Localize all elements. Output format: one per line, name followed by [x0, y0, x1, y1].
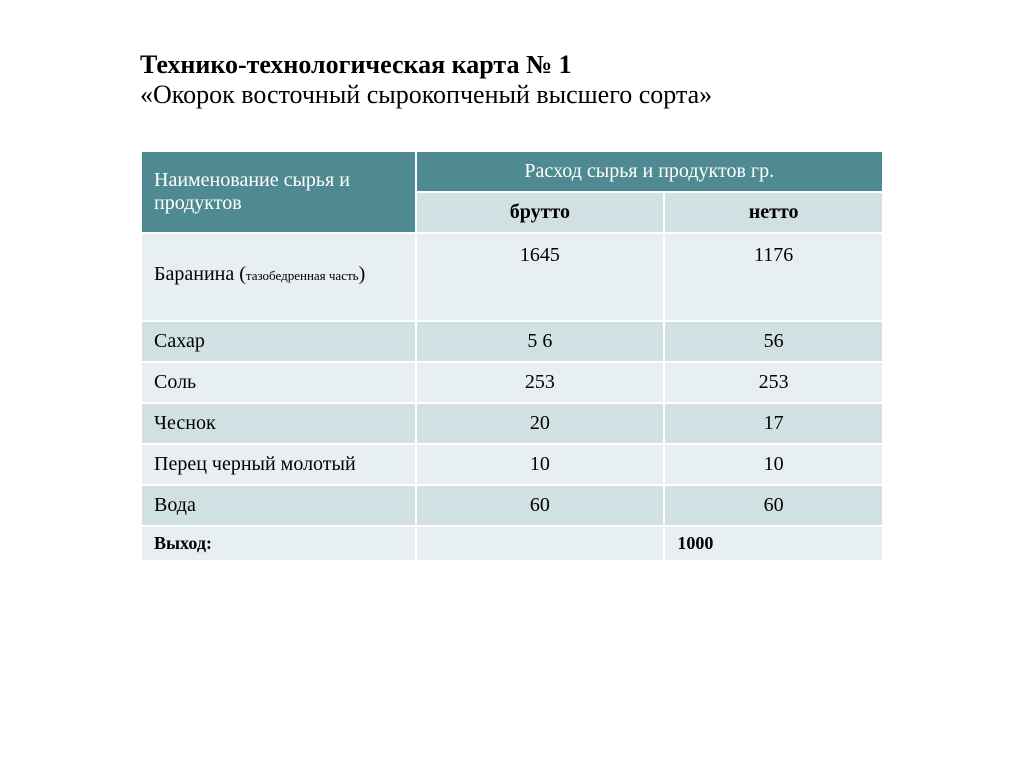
table-row: Соль 253 253 — [141, 362, 883, 403]
yield-value: 1000 — [664, 526, 883, 561]
header-brutto: брутто — [416, 192, 665, 233]
header-name: Наименование сырья и продуктов — [141, 151, 416, 233]
yield-empty — [416, 526, 665, 561]
header-consumption: Расход сырья и продуктов гр. — [416, 151, 883, 192]
ingredient-name: Соль — [141, 362, 416, 403]
brutto-value: 253 — [416, 362, 665, 403]
ingredient-name: Чеснок — [141, 403, 416, 444]
ingredient-name: Перец черный молотый — [141, 444, 416, 485]
title-line-1: Технико-технологическая карта № 1 — [140, 50, 884, 80]
netto-value: 17 — [664, 403, 883, 444]
netto-value: 253 — [664, 362, 883, 403]
yield-label: Выход: — [141, 526, 416, 561]
document-title: Технико-технологическая карта № 1 «Окоро… — [140, 50, 884, 110]
netto-value: 10 — [664, 444, 883, 485]
ingredient-name: Вода — [141, 485, 416, 526]
brutto-value: 20 — [416, 403, 665, 444]
ingredients-table: Наименование сырья и продуктов Расход сы… — [140, 150, 884, 562]
ingredient-name: Сахар — [141, 321, 416, 362]
table-row: Перец черный молотый 10 10 — [141, 444, 883, 485]
table-row: Сахар 5 6 56 — [141, 321, 883, 362]
brutto-value: 1645 — [416, 233, 665, 321]
table-row: Баранина (тазобедренная часть) 1645 1176 — [141, 233, 883, 321]
yield-row: Выход: 1000 — [141, 526, 883, 561]
netto-value: 56 — [664, 321, 883, 362]
table-header-row-1: Наименование сырья и продуктов Расход сы… — [141, 151, 883, 192]
ingredient-name: Баранина (тазобедренная часть) — [141, 233, 416, 321]
netto-value: 1176 — [664, 233, 883, 321]
brutto-value: 60 — [416, 485, 665, 526]
title-line-2: «Окорок восточный сырокопченый высшего с… — [140, 80, 884, 110]
brutto-value: 5 6 — [416, 321, 665, 362]
brutto-value: 10 — [416, 444, 665, 485]
table-row: Вода 60 60 — [141, 485, 883, 526]
table-row: Чеснок 20 17 — [141, 403, 883, 444]
netto-value: 60 — [664, 485, 883, 526]
header-netto: нетто — [664, 192, 883, 233]
